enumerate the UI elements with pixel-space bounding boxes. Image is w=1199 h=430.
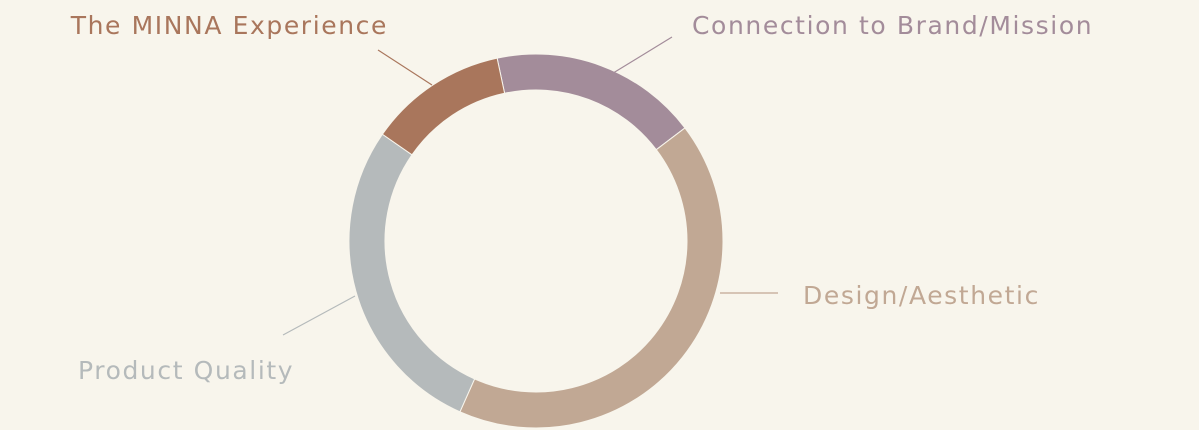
slice-label: The MINNA Experience: [70, 11, 388, 40]
donut-segment: [381, 57, 506, 156]
slice-label: Product Quality: [78, 356, 294, 385]
leader-line: [282, 295, 356, 336]
slice-label: Design/Aesthetic: [803, 281, 1040, 310]
leader-line: [377, 49, 433, 86]
leader-line: [604, 36, 673, 79]
slice-label: Connection to Brand/Mission: [692, 11, 1093, 40]
donut-segment: [459, 127, 724, 429]
